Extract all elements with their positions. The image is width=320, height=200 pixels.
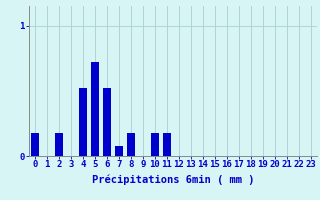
Bar bbox=[103, 88, 111, 156]
Bar bbox=[151, 133, 159, 156]
Bar bbox=[163, 133, 171, 156]
Bar bbox=[79, 88, 87, 156]
Bar bbox=[55, 133, 63, 156]
Bar bbox=[31, 133, 39, 156]
Bar bbox=[115, 146, 123, 156]
X-axis label: Précipitations 6min ( mm ): Précipitations 6min ( mm ) bbox=[92, 175, 254, 185]
Bar bbox=[91, 62, 99, 156]
Bar bbox=[127, 133, 135, 156]
